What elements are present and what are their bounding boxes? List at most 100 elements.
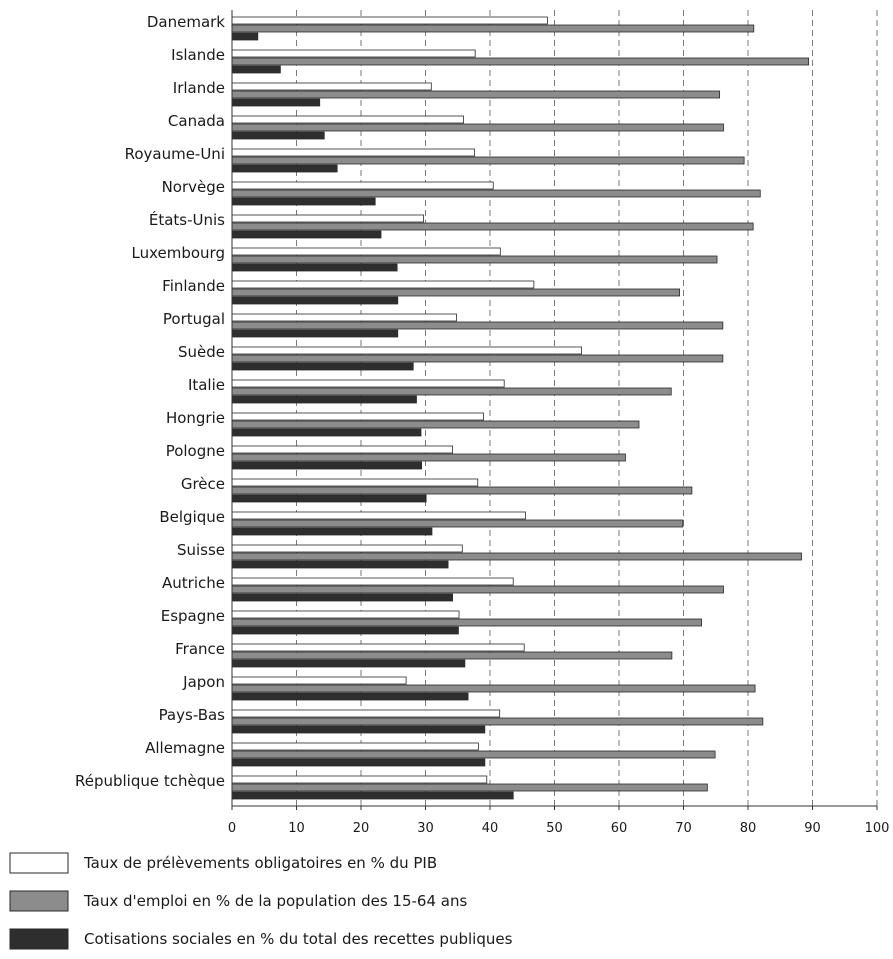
category-labels: Danemark Islande Irlande Canada Royaume-Uni N… xyxy=(75,13,225,790)
bar-series-2 xyxy=(231,519,684,528)
category-label: Pays-Bas xyxy=(159,706,226,724)
x-tick-label: 50 xyxy=(546,821,563,836)
category-label: Japon xyxy=(182,673,225,691)
bar-series-3 xyxy=(231,725,486,734)
category-label: Grèce xyxy=(181,475,225,493)
bar-series-1 xyxy=(231,412,484,421)
bar-series-3 xyxy=(231,659,466,668)
bar-series-3 xyxy=(231,791,514,800)
category-label: Hongrie xyxy=(166,409,225,427)
category-label: Pologne xyxy=(166,442,225,460)
bar-series-3 xyxy=(231,65,281,74)
bar-series-2 xyxy=(231,255,718,264)
bar-series-3 xyxy=(231,32,259,41)
bar-series-1 xyxy=(231,280,535,289)
bar-series-2 xyxy=(231,420,640,429)
bar-series-1 xyxy=(231,82,432,91)
category-label: Royaume-Uni xyxy=(125,145,225,163)
bar-series-1 xyxy=(231,478,479,487)
bar-series-2 xyxy=(231,684,756,693)
bar-series-3 xyxy=(231,329,399,338)
bar-series-2 xyxy=(231,552,802,561)
bar-series-2 xyxy=(231,222,754,231)
category-label: Norvège xyxy=(162,178,225,196)
x-tick-label: 90 xyxy=(804,821,821,836)
bar-series-1 xyxy=(231,445,453,454)
bar-series-2 xyxy=(231,486,693,495)
legend-swatch-1 xyxy=(9,852,69,874)
bar-series-1 xyxy=(231,181,494,190)
bar-series-3 xyxy=(231,131,325,140)
bar-series-2 xyxy=(231,783,708,792)
bar-series-2 xyxy=(231,57,810,66)
category-label: Canada xyxy=(168,112,225,130)
bar-series-1 xyxy=(231,775,488,784)
bar-series-2 xyxy=(231,189,761,198)
bar-series-2 xyxy=(231,585,724,594)
bar-series-1 xyxy=(231,313,457,322)
bar-series-2 xyxy=(231,354,724,363)
category-label: Espagne xyxy=(161,607,225,625)
x-tick-label: 0 xyxy=(228,821,236,836)
legend-swatch-2 xyxy=(9,890,69,912)
bar-series-1 xyxy=(231,709,501,718)
category-label: Allemagne xyxy=(145,739,225,757)
x-tick-label: 80 xyxy=(740,821,757,836)
bar-series-2 xyxy=(231,651,673,660)
x-tick-label: 60 xyxy=(611,821,628,836)
bar-series-1 xyxy=(231,643,525,652)
bar-series-2 xyxy=(231,387,672,396)
bar-series-3 xyxy=(231,593,453,602)
category-label: Belgique xyxy=(159,508,225,526)
category-label: Portugal xyxy=(163,310,225,328)
bar-series-1 xyxy=(231,49,476,58)
category-label: France xyxy=(175,640,225,658)
bar-series-2 xyxy=(231,288,681,297)
x-tick-label: 70 xyxy=(675,821,692,836)
bar-series-1 xyxy=(231,115,464,124)
legend-swatch-3 xyxy=(9,928,69,950)
category-label: Islande xyxy=(171,46,225,64)
x-tick-label: 10 xyxy=(288,821,305,836)
bar-series-3 xyxy=(231,692,469,701)
grid-lines xyxy=(296,10,878,806)
bar-series-1 xyxy=(231,511,526,520)
bar-series-3 xyxy=(231,197,376,206)
bar-series-3 xyxy=(231,263,398,272)
category-label: Finlande xyxy=(162,277,225,295)
bar-series-3 xyxy=(231,428,422,437)
legend-label-3: Cotisations sociales en % du total des r… xyxy=(84,930,513,948)
x-tick-label: 30 xyxy=(417,821,434,836)
bar-series-1 xyxy=(231,742,479,751)
legend-label-1: Taux de prélèvements obligatoires en % d… xyxy=(83,854,437,872)
bar-series-3 xyxy=(231,494,427,503)
bar-series-2 xyxy=(231,717,764,726)
bar-series-1 xyxy=(231,577,514,586)
category-label: Irlande xyxy=(173,79,225,97)
x-tick-label: 100 xyxy=(865,821,890,836)
bar-series-3 xyxy=(231,527,433,536)
x-tick-labels: 0 10 20 30 40 50 60 70 80 90 100 xyxy=(228,806,890,836)
category-label: Suisse xyxy=(177,541,225,559)
bar-series-2 xyxy=(231,453,626,462)
x-tick-label: 40 xyxy=(482,821,499,836)
bar-series-2 xyxy=(231,24,755,33)
bar-series-1 xyxy=(231,214,424,223)
bar-series-3 xyxy=(231,395,417,404)
bar-series-3 xyxy=(231,362,414,371)
bar-series-3 xyxy=(231,296,399,305)
bar-series-3 xyxy=(231,461,423,470)
category-label: Danemark xyxy=(147,13,225,31)
bar-series-1 xyxy=(231,610,460,619)
bar-series-2 xyxy=(231,321,724,330)
legend: Taux de prélèvements obligatoires en % d… xyxy=(9,852,513,950)
bar-series-1 xyxy=(231,544,463,553)
bar-series-1 xyxy=(231,346,582,355)
bar-series-1 xyxy=(231,379,505,388)
category-label: République tchèque xyxy=(75,772,225,790)
bar-series-3 xyxy=(231,560,449,569)
bar-series-1 xyxy=(231,148,475,157)
category-label: États-Unis xyxy=(149,210,225,229)
bar-series-2 xyxy=(231,750,716,759)
